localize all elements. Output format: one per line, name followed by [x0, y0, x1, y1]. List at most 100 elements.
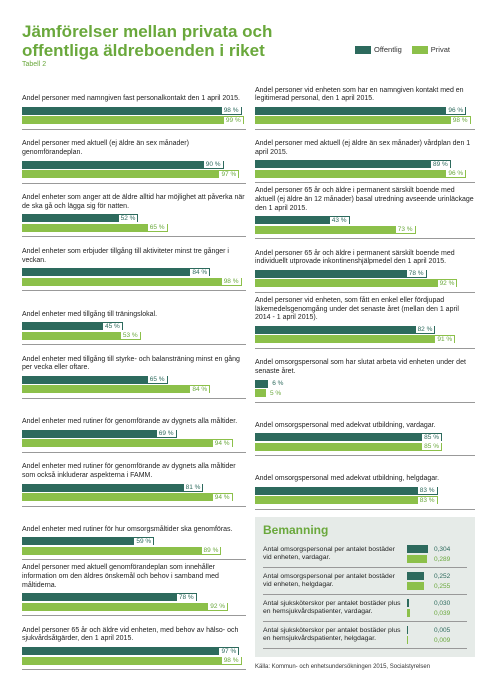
value-label: 43 %: [329, 216, 349, 224]
indicator-label: Andel enheter med tillgång till styrke- …: [22, 355, 240, 372]
staffing-value: 0,030: [434, 599, 451, 607]
bar: 52 %: [22, 214, 139, 223]
staffing-item: Antal sjuksköterskor per antalet bostäde…: [263, 622, 467, 649]
bar-row: 84 %: [22, 385, 246, 394]
legend-swatch: [355, 45, 371, 54]
value-label: 73 %: [395, 226, 415, 234]
indicator: Andel enheter med rutiner för hur omsorg…: [22, 507, 246, 561]
indicator-label: Andel personer 65 år och äldre i permane…: [255, 249, 455, 266]
staffing-bar: [407, 609, 410, 617]
bar-row: 89 %: [255, 160, 475, 169]
staffing-value: 0,039: [434, 609, 451, 617]
source: Källa: Kommun- och enhetsundersökningen …: [255, 664, 431, 670]
staffing-track: [407, 582, 431, 590]
staffing-label: Antal omsorgspersonal per antalet bostäd…: [263, 572, 395, 588]
bar: 99 %: [22, 116, 244, 125]
value-label: 92 %: [208, 603, 228, 611]
indicator: Andel enheter med tillgång till tränings…: [22, 291, 246, 346]
bar: 97 %: [22, 170, 240, 179]
value-label: 98 %: [221, 278, 241, 286]
indicator-label: Andel omsorgspersonal med adekvat utbild…: [255, 421, 436, 429]
value-label: 78 %: [406, 270, 426, 278]
value-label: 91 %: [435, 335, 455, 343]
staffing-box: Bemanning Antal omsorgspersonal per anta…: [255, 517, 475, 657]
indicator: Andel enheter med rutiner för genomföran…: [22, 399, 246, 453]
value-label: 83 %: [417, 487, 437, 495]
value-label: 45 %: [102, 322, 122, 330]
indicator-label: Andel enheter med tillgång till tränings…: [22, 310, 158, 318]
staffing-bar: [407, 545, 428, 553]
indicator-label: Andel enheter som anger att de äldre all…: [22, 194, 245, 210]
staffing-track: [407, 609, 431, 617]
legend: Offentlig Privat: [355, 45, 450, 54]
bar-row: 83 %: [255, 486, 475, 495]
bar: 82 %: [255, 325, 436, 334]
staffing-bar: [407, 572, 425, 580]
indicator-label: Andel omsorgspersonal som har slutat arb…: [255, 359, 466, 375]
value-label: 84 %: [190, 385, 210, 393]
indicator: Andel personer vid enheten som har en na…: [255, 76, 475, 130]
bar-row: 59 %: [22, 537, 246, 546]
bar-row: 73 %: [255, 225, 475, 234]
value-label: 97 %: [219, 170, 239, 178]
value-label: 59 %: [134, 537, 154, 545]
staffing-title: Bemanning: [263, 523, 329, 537]
value-label: 98 %: [221, 657, 241, 665]
value-label: 92 %: [437, 279, 457, 287]
bar: 69 %: [22, 429, 177, 438]
legend-item: Privat: [411, 45, 450, 54]
bar-row: 81 %: [22, 483, 246, 492]
value-label: 97 %: [219, 647, 239, 655]
value-label: 99 %: [223, 116, 243, 124]
staffing-item: Antal sjuksköterskor per antalet bostäde…: [263, 595, 467, 622]
staffing-bar-row: 0,030: [407, 599, 467, 608]
staffing-bars: 0,304 0,289: [407, 544, 467, 565]
staffing-value: 0,005: [434, 626, 451, 634]
bar-row: 85 %: [255, 433, 475, 442]
subtitle: Tabell 2: [22, 61, 47, 68]
value-label: 89 %: [430, 160, 450, 168]
value-label: 98 %: [221, 107, 241, 115]
staffing-bar: [407, 555, 427, 563]
bar: 97 %: [22, 647, 240, 656]
indicator-label: Andel personer vid enheten som har en na…: [255, 86, 464, 103]
staffing-bar: [407, 636, 408, 644]
indicator: Andel omsorgspersonal med adekvat utbild…: [255, 456, 475, 510]
staffing-value: 0,009: [434, 636, 451, 644]
indicator: Andel enheter som anger att de äldre all…: [22, 184, 246, 238]
indicator: Andel enheter som erbjuder tillgång till…: [22, 237, 246, 292]
staffing-track: [407, 555, 431, 563]
bar-row: 92 %: [255, 279, 475, 288]
bar: 94 %: [22, 493, 233, 502]
value-label: 94 %: [212, 493, 232, 501]
indicator-label: Andel personer vid enheten, som fått en …: [255, 296, 459, 322]
staffing-bar-row: 0,255: [407, 582, 467, 591]
indicator-label: Andel personer 65 år och äldre i permane…: [255, 187, 474, 212]
bar: 91 %: [255, 335, 456, 344]
bar-row: 90 %: [22, 160, 246, 169]
value-label: 65 %: [147, 224, 167, 232]
staffing-bars: 0,030 0,039: [407, 598, 467, 619]
bar: 73 %: [255, 225, 416, 234]
bar: 96 %: [255, 169, 467, 178]
indicator-label: Andel enheter som erbjuder tillgång till…: [22, 248, 229, 264]
bar: 89 %: [255, 160, 451, 169]
value-label: 90 %: [203, 161, 223, 169]
bar-row: 43 %: [255, 216, 475, 225]
staffing-value: 0,304: [434, 545, 451, 553]
bar-row: 83 %: [255, 496, 475, 505]
bar: 83 %: [255, 486, 438, 495]
staffing-item: Antal omsorgspersonal per antalet bostäd…: [263, 568, 467, 595]
indicator: Andel personer vid enheten, som fått en …: [255, 293, 475, 349]
bar: 98 %: [22, 106, 242, 115]
value-label: 96 %: [446, 107, 466, 115]
staffing-label: Antal sjuksköterskor per antalet bostäde…: [263, 626, 401, 642]
bar: 98 %: [22, 656, 242, 665]
value-label: 78 %: [176, 593, 196, 601]
legend-label: Privat: [430, 45, 450, 54]
bar-row: 92 %: [22, 602, 246, 611]
bar-row: 85 %: [255, 442, 475, 451]
value-label: 89 %: [201, 547, 221, 555]
staffing-value: 0,289: [434, 555, 451, 563]
bar-row: 78 %: [22, 593, 246, 602]
